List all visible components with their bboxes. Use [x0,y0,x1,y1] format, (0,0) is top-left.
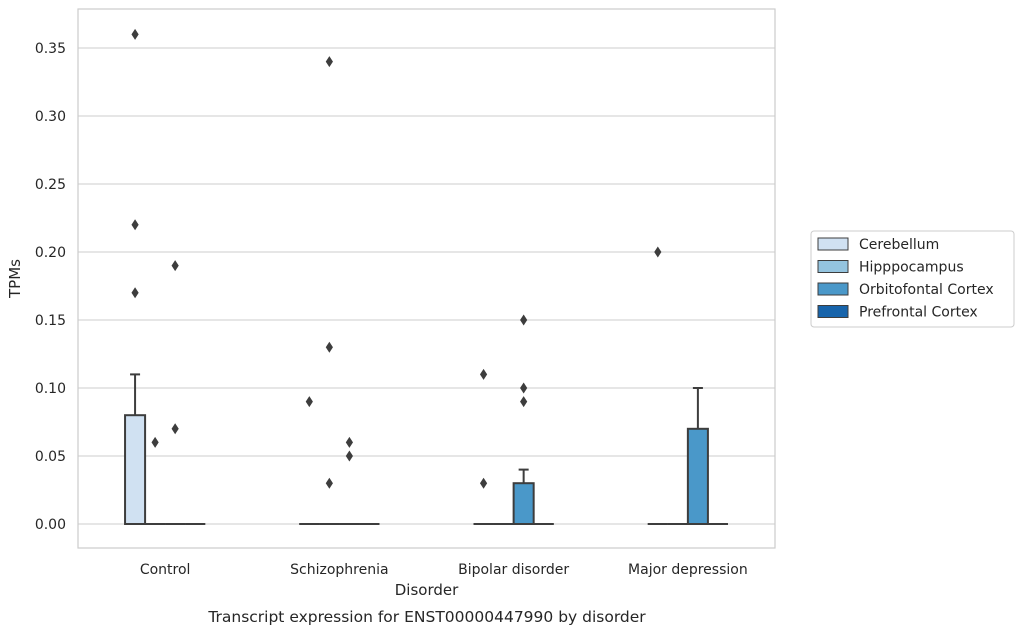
y-tick-label: 0.05 [35,449,66,465]
x-tick-label: Bipolar disorder [458,562,569,578]
outlier-point [325,56,333,68]
box-hipppocampus [319,56,340,525]
box-orbitofontal-cortex [512,314,535,526]
outlier-point [131,287,139,299]
y-axis-label: TPMs [6,259,24,299]
y-tick-label: 0.35 [35,41,66,57]
legend-swatch [817,260,849,273]
y-tick-label: 0.30 [35,109,66,125]
outlier-point [479,368,488,380]
outlier-point [131,28,139,40]
y-tick-label: 0.25 [35,177,66,193]
outlier-point [345,436,353,448]
outlier-point [520,382,528,394]
outlier-point [520,396,528,408]
legend: Cerebellum Hipppocampus Orbitofontal Corte… [810,230,1015,328]
box-hipppocampus [145,436,166,525]
outlier-point [345,450,353,462]
box-orbitofontal-cortex [165,260,186,525]
outlier-point [171,260,179,272]
outlier-point [171,423,179,435]
box-series-group [124,28,728,526]
x-tick-label: Major depression [628,562,748,578]
outlier-point [520,314,528,326]
legend-entry-label: Hipppocampus [859,260,964,276]
box-orbitofontal-cortex [686,387,709,525]
box-orbitofontal-cortex [339,436,360,525]
legend-entry-label: Cerebellum [859,237,939,253]
chart-caption: Transcript expression for ENST0000044799… [207,608,646,626]
y-tick-label: 0.00 [35,517,66,533]
plot-frame [77,8,776,549]
y-tick-label: 0.15 [35,313,66,329]
legend-entry-label: Orbitofontal Cortex [859,282,994,298]
legend-entry-label: Prefrontal Cortex [859,305,978,321]
y-axis-ticks: 0.00 0.05 0.10 0.15 0.20 0.25 0.30 0.35 [35,41,66,533]
box-cerebellum [473,368,494,525]
outlier-point [131,219,139,231]
x-axis-label: Disorder [395,581,459,599]
box-cerebellum [124,28,147,526]
legend-swatch [817,282,849,296]
outlier-point [325,341,333,353]
outlier-point [305,396,313,408]
outlier-point [325,477,333,489]
x-tick-label: Control [140,562,191,578]
outlier-point [479,477,488,489]
legend-swatch [817,237,849,251]
legend-swatch [817,305,849,318]
grid-lines [78,47,775,525]
box-cerebellum [647,246,668,525]
x-axis-ticks: Control Schizophrenia Bipolar disorder Majo… [140,562,748,578]
box-cerebellum [299,396,320,525]
x-tick-label: Schizophrenia [290,562,388,578]
y-tick-label: 0.20 [35,245,66,261]
y-tick-label: 0.10 [35,381,66,397]
outlier-point [151,436,159,448]
outlier-point [654,246,662,258]
